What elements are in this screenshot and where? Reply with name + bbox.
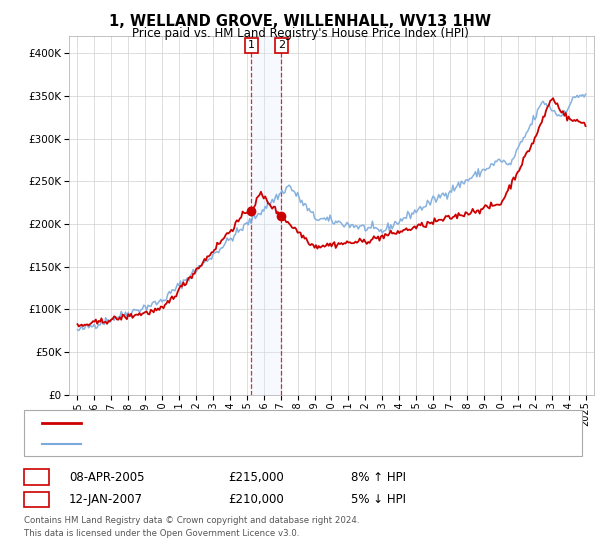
Text: 2: 2 [33,493,40,506]
Text: HPI: Average price, detached house, Walsall: HPI: Average price, detached house, Wals… [87,438,332,449]
Text: 5% ↓ HPI: 5% ↓ HPI [351,493,406,506]
Text: 1: 1 [248,40,255,50]
Text: 08-APR-2005: 08-APR-2005 [69,470,145,484]
Text: 8% ↑ HPI: 8% ↑ HPI [351,470,406,484]
Text: £215,000: £215,000 [228,470,284,484]
Text: This data is licensed under the Open Government Licence v3.0.: This data is licensed under the Open Gov… [24,529,299,538]
Text: Contains HM Land Registry data © Crown copyright and database right 2024.: Contains HM Land Registry data © Crown c… [24,516,359,525]
Text: 12-JAN-2007: 12-JAN-2007 [69,493,143,506]
Text: 1, WELLAND GROVE, WILLENHALL, WV13 1HW: 1, WELLAND GROVE, WILLENHALL, WV13 1HW [109,14,491,29]
Text: Price paid vs. HM Land Registry's House Price Index (HPI): Price paid vs. HM Land Registry's House … [131,27,469,40]
Text: 1: 1 [33,470,40,484]
Text: 2: 2 [278,40,285,50]
Text: 1, WELLAND GROVE, WILLENHALL, WV13 1HW (detached house): 1, WELLAND GROVE, WILLENHALL, WV13 1HW (… [87,418,448,428]
Bar [251,36,281,395]
Text: £210,000: £210,000 [228,493,284,506]
